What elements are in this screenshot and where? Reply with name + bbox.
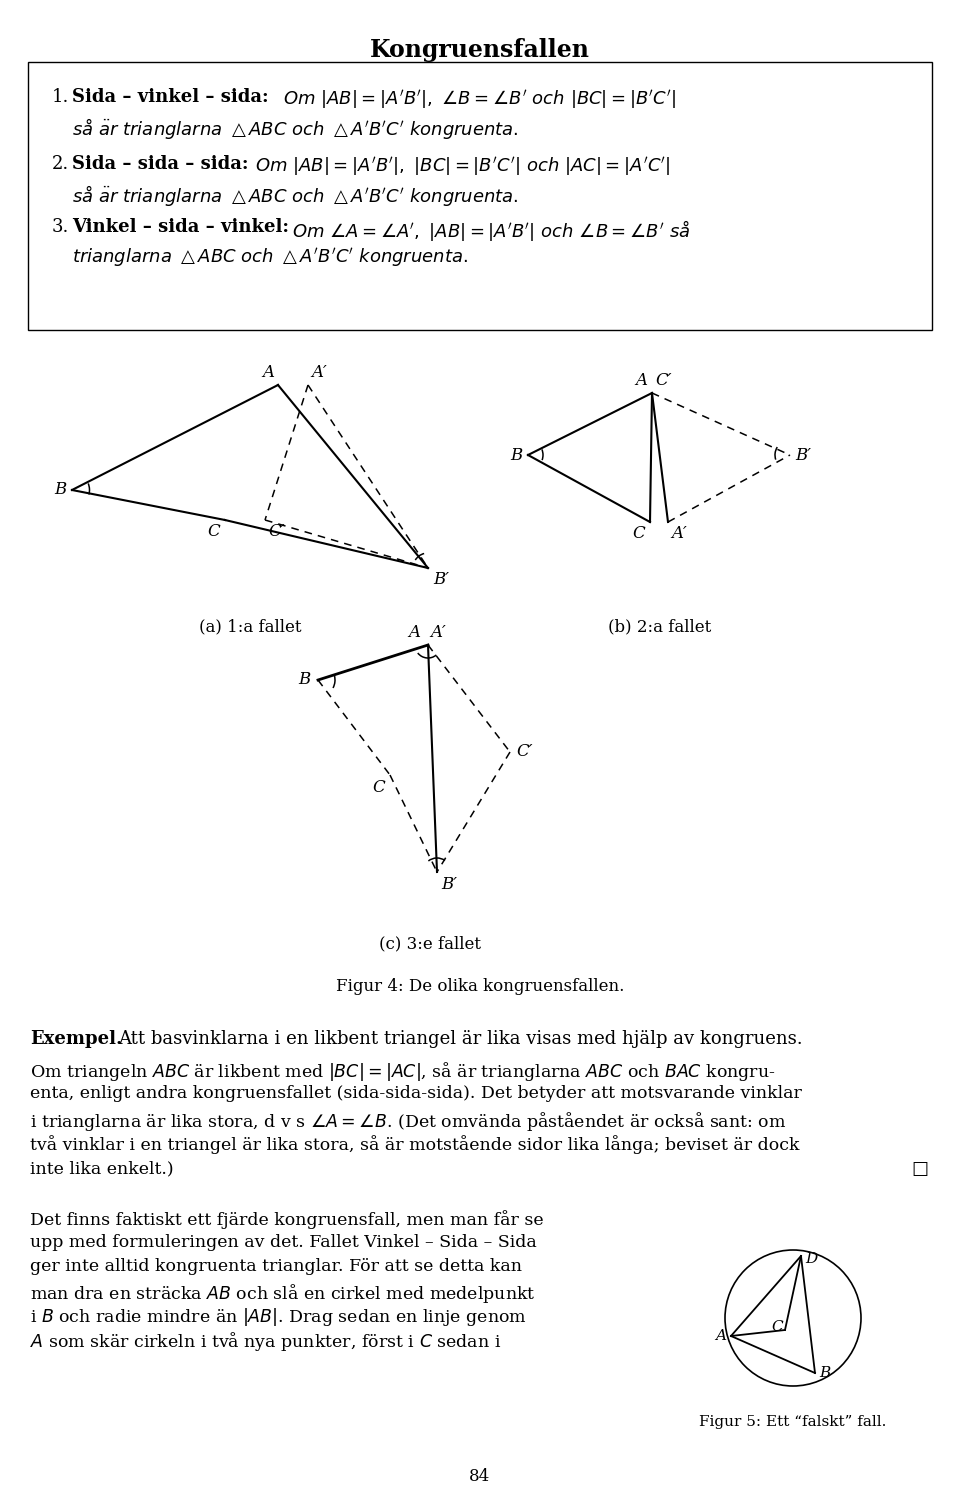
Text: A: A [408, 625, 420, 641]
Text: Figur 5: Ett “falskt” fall.: Figur 5: Ett “falskt” fall. [699, 1415, 887, 1428]
Text: C′: C′ [655, 371, 671, 389]
Text: 1.: 1. [52, 88, 69, 106]
Text: upp med formuleringen av det. Fallet Vinkel – Sida – Sida: upp med formuleringen av det. Fallet Vin… [30, 1235, 537, 1251]
Text: A′: A′ [671, 525, 686, 543]
Text: C: C [633, 525, 645, 543]
Text: Sida – vinkel – sida:: Sida – vinkel – sida: [72, 88, 269, 106]
Text: 3.: 3. [52, 218, 69, 236]
Text: Kongruensfallen: Kongruensfallen [370, 37, 590, 63]
Text: A′: A′ [311, 364, 326, 382]
Text: $Om\ |AB| = |A'B'|,\ \angle B = \angle B'\ och\ |BC| = |B'C'|$: $Om\ |AB| = |A'B'|,\ \angle B = \angle B… [283, 88, 676, 110]
Text: inte lika enkelt.): inte lika enkelt.) [30, 1160, 174, 1176]
Text: □: □ [911, 1160, 928, 1178]
Text: A′: A′ [430, 625, 445, 641]
Text: A: A [715, 1328, 726, 1343]
Text: B′: B′ [795, 446, 811, 464]
Text: B′: B′ [433, 571, 449, 587]
Text: Att basvinklarna i en likbent triangel är lika visas med hjälp av kongruens.: Att basvinklarna i en likbent triangel ä… [118, 1030, 803, 1048]
Text: C′: C′ [516, 744, 533, 760]
Text: $A$ som skär cirkeln i två nya punkter, först i $C$ sedan i: $A$ som skär cirkeln i två nya punkter, … [30, 1330, 501, 1352]
Text: C: C [372, 778, 385, 796]
Text: A: A [262, 364, 274, 382]
Text: $Om\ |AB| = |A'B'|,\ |BC| = |B'C'|\ och\ |AC| = |A'C'|$: $Om\ |AB| = |A'B'|,\ |BC| = |B'C'|\ och\… [255, 155, 671, 177]
Text: B: B [819, 1366, 830, 1381]
Text: $s\aa\ \ddot{a}r\ trianglarna\ \triangle ABC\ och\ \triangle A'B'C'\ kongruenta.: $s\aa\ \ddot{a}r\ trianglarna\ \triangle… [72, 116, 518, 142]
Text: två vinklar i en triangel är lika stora, så är motstående sidor lika långa; bevi: två vinklar i en triangel är lika stora,… [30, 1135, 800, 1154]
Text: B: B [298, 671, 310, 689]
Text: 2.: 2. [52, 155, 69, 173]
Text: Sida – sida – sida:: Sida – sida – sida: [72, 155, 249, 173]
Text: $Om\ \angle A = \angle A',\ |AB| = |A'B'|\ och\ \angle B = \angle B'\ s\aa$: $Om\ \angle A = \angle A',\ |AB| = |A'B'… [292, 218, 690, 243]
Text: enta, enligt andra kongruensfallet (sida-sida-sida). Det betyder att motsvarande: enta, enligt andra kongruensfallet (sida… [30, 1085, 802, 1102]
Text: Figur 4: De olika kongruensfallen.: Figur 4: De olika kongruensfallen. [336, 978, 624, 994]
Text: (a) 1:a fallet: (a) 1:a fallet [199, 617, 301, 635]
Text: C: C [772, 1320, 783, 1334]
Text: i $B$ och radie mindre än $|AB|$. Drag sedan en linje genom: i $B$ och radie mindre än $|AB|$. Drag s… [30, 1306, 527, 1328]
Text: C: C [207, 523, 220, 540]
Text: $s\aa\ \ddot{a}r\ trianglarna\ \triangle ABC\ och\ \triangle A'B'C'\ kongruenta.: $s\aa\ \ddot{a}r\ trianglarna\ \triangle… [72, 183, 518, 209]
Text: Exempel.: Exempel. [30, 1030, 122, 1048]
Text: i trianglarna är lika stora, d v s $\angle A = \angle B$. (Det omvända påstående: i trianglarna är lika stora, d v s $\ang… [30, 1109, 786, 1133]
Text: B′: B′ [441, 877, 457, 893]
Text: Det finns faktiskt ett fjärde kongruensfall, men man får se: Det finns faktiskt ett fjärde kongruensf… [30, 1211, 543, 1229]
Text: Om triangeln $ABC$ är likbent med $|BC| = |AC|$, så är trianglarna $ABC$ och $BA: Om triangeln $ABC$ är likbent med $|BC| … [30, 1060, 776, 1082]
Text: C′: C′ [268, 523, 284, 540]
Text: man dra en sträcka $AB$ och slå en cirkel med medelpunkt: man dra en sträcka $AB$ och slå en cirke… [30, 1282, 536, 1305]
Text: 84: 84 [469, 1469, 491, 1485]
Text: ger inte alltid kongruenta trianglar. För att se detta kan: ger inte alltid kongruenta trianglar. Fö… [30, 1258, 522, 1275]
Text: B: B [511, 446, 523, 464]
Text: Vinkel – sida – vinkel:: Vinkel – sida – vinkel: [72, 218, 289, 236]
Text: (b) 2:a fallet: (b) 2:a fallet [609, 617, 711, 635]
Text: D: D [805, 1252, 817, 1266]
Text: (c) 3:e fallet: (c) 3:e fallet [379, 935, 481, 951]
Text: A: A [635, 371, 647, 389]
Text: B: B [55, 482, 67, 498]
Bar [28, 63, 932, 330]
Text: $trianglarna\ \triangle ABC\ och\ \triangle A'B'C'\ kongruenta.$: $trianglarna\ \triangle ABC\ och\ \trian… [72, 246, 468, 268]
